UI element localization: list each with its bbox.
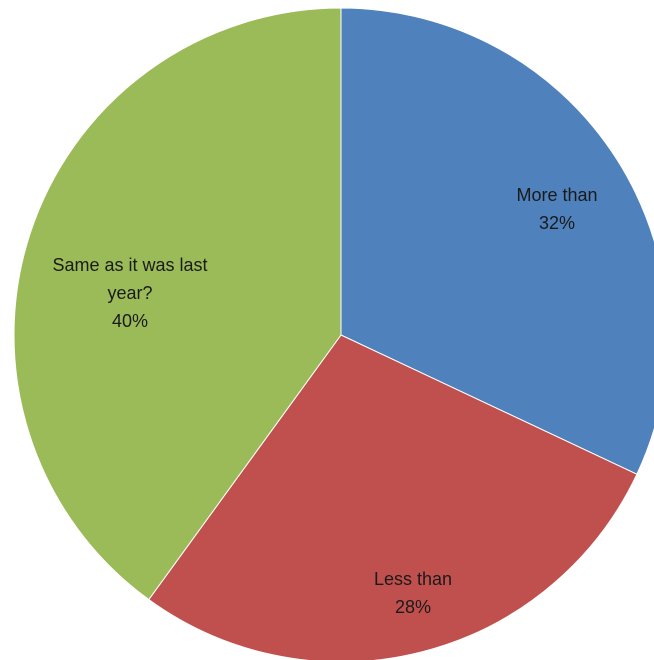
data-label-name: Less than [374,569,452,589]
pie-slice-more-than [340,7,654,475]
pie-slice-less-than [148,334,638,660]
data-label-more-than: More than 32% [516,185,597,233]
pie-slice-same-as-it-was-last-year [13,7,342,601]
data-label-name: More than [516,185,597,205]
data-label-name: year? [107,283,152,303]
data-label-name: Same as it was last [52,255,207,275]
pie-data-labels: More than 32% Less than 28% Same as it was l… [52,185,597,617]
data-label-less-than: Less than 28% [374,569,452,617]
data-label-value: 32% [539,213,575,233]
data-label-value: 28% [395,597,431,617]
data-label-same-as-it-was-last-year: Same as it was last year? 40% [52,255,207,331]
data-label-value: 40% [112,311,148,331]
pie-slices [13,7,654,660]
